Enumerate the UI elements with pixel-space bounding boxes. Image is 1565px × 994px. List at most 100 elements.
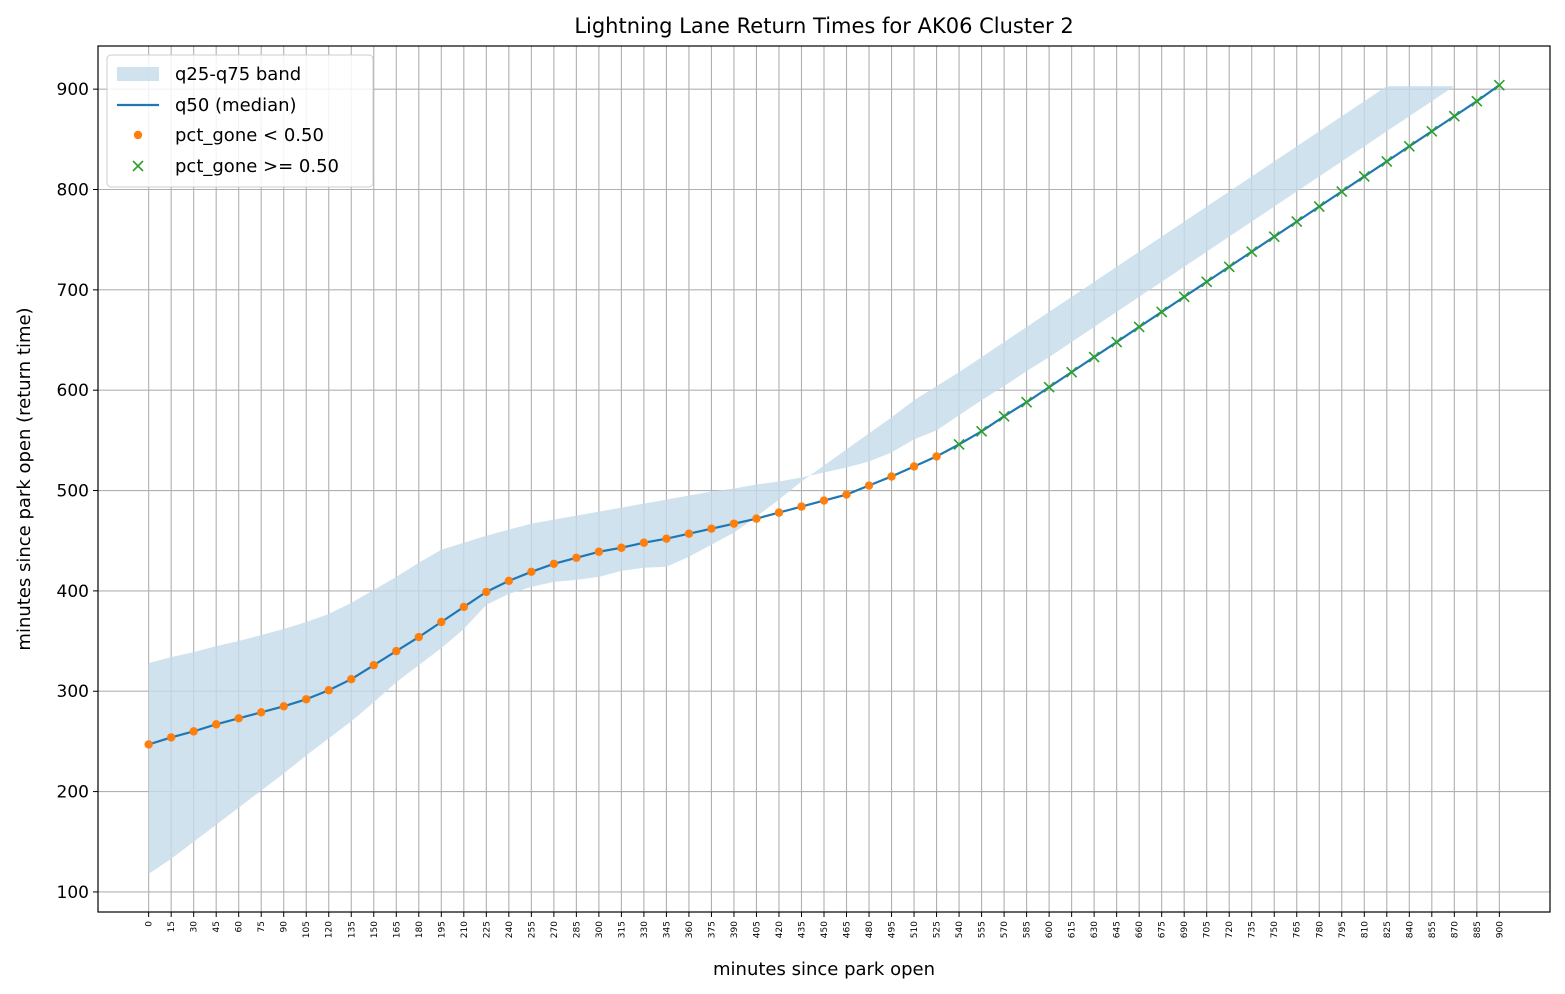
y-tick-label: 600: [57, 381, 89, 401]
x-tick-label: 165: [392, 921, 402, 938]
x-marker-stroke: [1313, 200, 1325, 213]
x-tick-label: 420: [775, 921, 785, 938]
legend-x-stroke: [132, 160, 144, 172]
x-tick-label: 885: [1473, 921, 1483, 938]
point-marker: [504, 576, 514, 586]
point-marker: [572, 553, 581, 562]
y-axis-label: minutes since park open (return time): [14, 307, 35, 650]
x-marker: [1133, 321, 1145, 333]
x-marker-stroke: [998, 410, 1010, 422]
x-tick-label: 810: [1360, 921, 1370, 938]
x-marker: [1358, 170, 1370, 183]
x-marker: [1313, 200, 1325, 213]
y-tick-label: 200: [57, 783, 89, 803]
point-marker: [392, 646, 401, 656]
x-marker-stroke: [1358, 170, 1370, 183]
x-tick-label: 765: [1293, 921, 1303, 938]
x-marker-stroke: [1088, 351, 1100, 363]
iqr-band: [148, 86, 1455, 874]
x-marker: [1403, 140, 1415, 152]
point-marker: [189, 727, 198, 736]
x-tick-label: 105: [302, 921, 312, 938]
x-tick-label: 30: [190, 921, 200, 933]
x-marker-stroke: [1403, 140, 1415, 152]
x-marker-stroke: [1111, 336, 1123, 348]
x-marker: [1066, 366, 1078, 378]
x-tick-label: 225: [482, 921, 492, 938]
x-tick-label: 675: [1158, 921, 1168, 938]
x-marker: [1381, 155, 1393, 167]
x-tick-label: 900: [1495, 921, 1505, 938]
x-tick-label: 840: [1405, 921, 1415, 938]
x-tick-label: 855: [1428, 921, 1438, 938]
x-marker: [1268, 231, 1280, 243]
x-tick-label: 240: [505, 921, 515, 938]
x-tick-label: 75: [257, 921, 267, 932]
x-marker: [1336, 185, 1348, 198]
x-marker-stroke: [1381, 155, 1393, 167]
y-tick-label: 900: [57, 80, 89, 100]
x-marker: [1493, 79, 1505, 91]
point-marker: [144, 740, 153, 749]
x-marker: [1043, 381, 1055, 393]
x-tick-label: 195: [437, 921, 447, 938]
point-marker: [684, 529, 694, 538]
point-marker: [302, 695, 311, 704]
x-marker: [1111, 336, 1123, 348]
point-marker: [932, 452, 941, 461]
x-tick-label: 705: [1203, 921, 1213, 938]
y-tick-label: 800: [57, 180, 89, 200]
x-marker-stroke: [1178, 291, 1190, 303]
x-tick-label: 360: [685, 921, 695, 938]
x-tick-label: 300: [595, 921, 605, 938]
point-marker: [707, 524, 716, 533]
x-tick-label: 45: [212, 921, 222, 932]
plot-content: [144, 79, 1505, 874]
x-marker: [1201, 276, 1213, 288]
point-marker: [617, 543, 626, 552]
x-tick-label: 0: [145, 921, 155, 927]
legend-box: [106, 54, 374, 188]
x-tick-label: 540: [955, 921, 965, 938]
x-marker: [953, 438, 965, 450]
x-tick-label: 405: [752, 921, 762, 938]
x-tick-label: 120: [325, 921, 335, 938]
x-tick-label: 825: [1383, 921, 1393, 938]
legend-label: pct_gone < 0.50: [175, 125, 324, 146]
point-marker: [729, 519, 739, 528]
x-marker: [998, 410, 1010, 422]
x-tick-label: 780: [1315, 921, 1325, 938]
x-tick-label: 465: [843, 921, 853, 938]
x-tick-label: 525: [933, 921, 943, 938]
y-tick-label: 500: [57, 482, 89, 502]
x-tick-label: 750: [1270, 921, 1280, 938]
point-marker: [527, 567, 536, 577]
x-marker-stroke: [1493, 79, 1505, 91]
point-marker: [234, 714, 243, 723]
x-marker-stroke: [1336, 185, 1348, 198]
x-marker: [976, 425, 988, 437]
x-tick-label: 510: [910, 921, 920, 938]
y-tick-label: 400: [57, 582, 89, 602]
y-tick-label: 700: [57, 281, 89, 301]
x-tick-label: 150: [370, 921, 380, 938]
x-tick-label: 180: [415, 921, 425, 938]
point-marker: [864, 481, 874, 490]
x-marker-stroke: [1156, 306, 1168, 318]
legend-label: q50 (median): [175, 95, 297, 116]
x-tick-label: 870: [1450, 921, 1460, 938]
legend-label: q25-q75 band: [175, 64, 301, 85]
x-tick-label: 450: [820, 921, 830, 938]
point-marker: [797, 502, 806, 511]
point-marker: [347, 674, 356, 684]
x-tick-label: 630: [1090, 921, 1100, 938]
x-tick-label: 375: [707, 921, 717, 938]
point-marker: [639, 538, 649, 547]
grid: [98, 46, 1550, 912]
point-marker: [459, 602, 469, 612]
chart-title: Lightning Lane Return Times for AK06 Clu…: [574, 14, 1073, 38]
point-marker: [909, 462, 919, 471]
point-marker: [437, 617, 446, 627]
x-tick-label: 255: [527, 921, 537, 938]
x-marker: [1448, 110, 1460, 122]
